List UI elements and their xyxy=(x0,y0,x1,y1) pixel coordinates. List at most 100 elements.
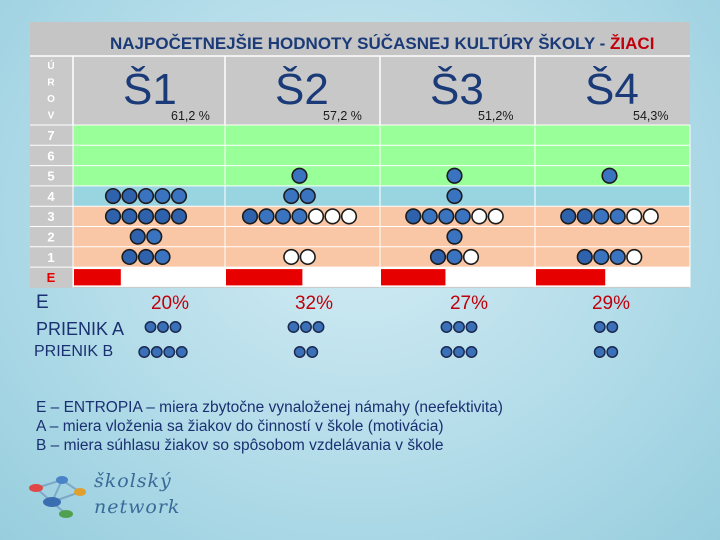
column-name: Š3 xyxy=(430,64,484,114)
prienik-b-dot xyxy=(306,346,319,358)
entropy-bar xyxy=(536,269,606,286)
prienik-a-dot xyxy=(312,321,325,333)
value-dot xyxy=(609,248,626,266)
value-dot xyxy=(137,248,155,266)
value-dot xyxy=(446,248,463,266)
value-dot xyxy=(405,208,422,225)
entropy-value: 32% xyxy=(295,293,333,314)
prienik-a-dot xyxy=(169,321,182,333)
value-dot xyxy=(593,208,610,225)
value-dot xyxy=(601,167,618,184)
prienik-b-dot xyxy=(465,346,478,358)
value-dot xyxy=(258,208,275,225)
logo-text-2: network xyxy=(94,496,181,518)
level-label-cell xyxy=(30,125,73,146)
legend-a: A – miera vloženia sa žiakov do činností… xyxy=(36,418,444,435)
prienik-b-label: PRIENIK B xyxy=(34,343,114,360)
value-dot xyxy=(626,208,643,225)
column-header-cell xyxy=(535,56,690,125)
prienik-a-dot xyxy=(300,321,312,333)
value-dot xyxy=(121,187,138,205)
column-percentage: 51,2% xyxy=(478,109,513,123)
value-dot xyxy=(487,208,504,225)
level-header-letter: V xyxy=(48,111,55,122)
value-dot xyxy=(307,208,325,225)
value-dot xyxy=(146,228,163,245)
legend-b: B – miera súhlasu žiakov so spôsobom vzd… xyxy=(36,437,444,454)
value-dot xyxy=(576,208,593,225)
prienik-a-dot xyxy=(157,321,169,333)
row-band-2 xyxy=(73,226,690,247)
value-dot xyxy=(642,208,659,225)
value-dot xyxy=(241,208,259,225)
column-percentage: 61,2 % xyxy=(171,109,210,123)
entropy-value: 29% xyxy=(592,293,630,314)
level-label-cell xyxy=(30,165,73,186)
level-label-cell xyxy=(30,145,73,166)
value-dot xyxy=(340,208,358,225)
level-label-4: 4 xyxy=(47,189,55,204)
level-label-cell xyxy=(30,185,73,207)
level-header-letter: R xyxy=(47,78,55,89)
level-label-2: 2 xyxy=(47,230,54,245)
prienik-a-label: PRIENIK A xyxy=(36,319,125,339)
value-dot xyxy=(454,208,471,225)
level-header-cell xyxy=(30,56,73,125)
skolsky-network-logo: školský network xyxy=(22,470,192,535)
value-dot xyxy=(137,187,155,205)
value-dot xyxy=(609,208,626,225)
level-label-7: 7 xyxy=(47,128,54,143)
value-dot xyxy=(291,167,308,184)
value-dot xyxy=(121,248,138,266)
prienik-a-dot xyxy=(453,321,465,333)
level-label-3: 3 xyxy=(47,209,54,224)
value-dot xyxy=(170,208,188,225)
value-dot xyxy=(154,187,171,205)
level-label-cell xyxy=(30,246,73,268)
value-dot xyxy=(129,228,146,245)
value-dot xyxy=(291,208,308,225)
chart-title-accent: ŽIACI xyxy=(610,34,654,53)
entropy-value: 27% xyxy=(450,293,488,314)
value-dot xyxy=(299,248,316,266)
value-dot xyxy=(446,167,463,184)
entropy-row-label: E xyxy=(36,292,49,313)
prienik-a-dot xyxy=(465,321,478,333)
row-band-6 xyxy=(73,145,690,166)
value-dot xyxy=(274,208,292,225)
prienik-b-dot xyxy=(440,346,453,358)
column-header-cell xyxy=(380,56,535,125)
column-name: Š1 xyxy=(123,64,177,114)
row-band-4 xyxy=(73,185,690,207)
prienik-b-dot xyxy=(293,346,306,358)
level-label-cell xyxy=(30,267,73,288)
row-band-7 xyxy=(73,125,690,146)
value-dot xyxy=(593,248,610,266)
row-band-5 xyxy=(73,165,690,186)
value-dot xyxy=(626,248,643,266)
prienik-b-dot xyxy=(150,346,163,358)
value-dot xyxy=(299,187,316,205)
prienik-b-dot xyxy=(606,346,619,358)
logo-text-1: školský xyxy=(94,470,172,492)
prienik-a-dot xyxy=(287,321,300,333)
value-dot xyxy=(560,208,577,225)
level-label-cell xyxy=(30,206,73,227)
entropy-value: 20% xyxy=(151,293,189,314)
value-dot xyxy=(170,187,188,205)
level-label-1: 1 xyxy=(47,250,54,265)
value-dot xyxy=(324,208,341,225)
column-percentage: 54,3% xyxy=(633,109,668,123)
prienik-b-dot xyxy=(593,346,606,358)
column-name: Š2 xyxy=(275,64,329,114)
level-label-5: 5 xyxy=(47,169,54,184)
column-name: Š4 xyxy=(585,64,639,114)
prienik-b-dot xyxy=(175,346,188,358)
chart-title: NAJPOČETNEJŠIE HODNOTY SÚČASNEJ KULTÚRY … xyxy=(110,34,654,53)
prienik-a-dot xyxy=(606,321,619,333)
value-dot xyxy=(438,208,455,225)
entropy-bar xyxy=(226,269,303,286)
prienik-a-dot xyxy=(144,321,157,333)
title-band xyxy=(30,22,690,56)
level-label-E: E xyxy=(47,270,56,285)
